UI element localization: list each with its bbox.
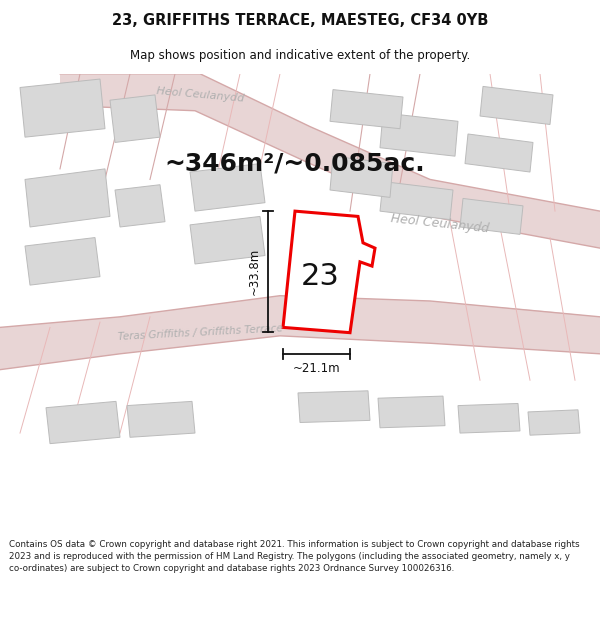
Text: ~33.8m: ~33.8m <box>248 248 260 295</box>
Polygon shape <box>378 396 445 428</box>
Polygon shape <box>458 404 520 433</box>
Polygon shape <box>528 410 580 435</box>
Text: 23, GRIFFITHS TERRACE, MAESTEG, CF34 0YB: 23, GRIFFITHS TERRACE, MAESTEG, CF34 0YB <box>112 13 488 28</box>
Text: Heol Ceulanydd: Heol Ceulanydd <box>155 86 244 104</box>
Polygon shape <box>380 181 453 219</box>
Polygon shape <box>115 185 165 227</box>
Polygon shape <box>460 199 523 234</box>
Polygon shape <box>46 401 120 444</box>
Polygon shape <box>190 164 265 211</box>
Polygon shape <box>20 79 105 137</box>
Text: Contains OS data © Crown copyright and database right 2021. This information is : Contains OS data © Crown copyright and d… <box>9 541 580 573</box>
Text: Heol Ceulanydd: Heol Ceulanydd <box>390 213 490 236</box>
Text: Map shows position and indicative extent of the property.: Map shows position and indicative extent… <box>130 49 470 62</box>
Text: Teras Griffiths / Griffiths Terrace: Teras Griffiths / Griffiths Terrace <box>117 323 283 342</box>
Polygon shape <box>127 401 195 437</box>
Polygon shape <box>298 391 370 422</box>
Polygon shape <box>25 169 110 227</box>
Text: ~346m²/~0.085ac.: ~346m²/~0.085ac. <box>164 152 425 176</box>
Polygon shape <box>110 95 160 142</box>
Polygon shape <box>25 238 100 285</box>
Polygon shape <box>330 89 403 129</box>
Polygon shape <box>465 134 533 172</box>
Text: 23: 23 <box>301 262 340 291</box>
Polygon shape <box>283 211 375 332</box>
Polygon shape <box>190 216 265 264</box>
Polygon shape <box>0 296 600 369</box>
Polygon shape <box>330 156 393 198</box>
Text: ~21.1m: ~21.1m <box>293 362 340 375</box>
Polygon shape <box>380 113 458 156</box>
Polygon shape <box>480 86 553 124</box>
Polygon shape <box>60 74 600 248</box>
